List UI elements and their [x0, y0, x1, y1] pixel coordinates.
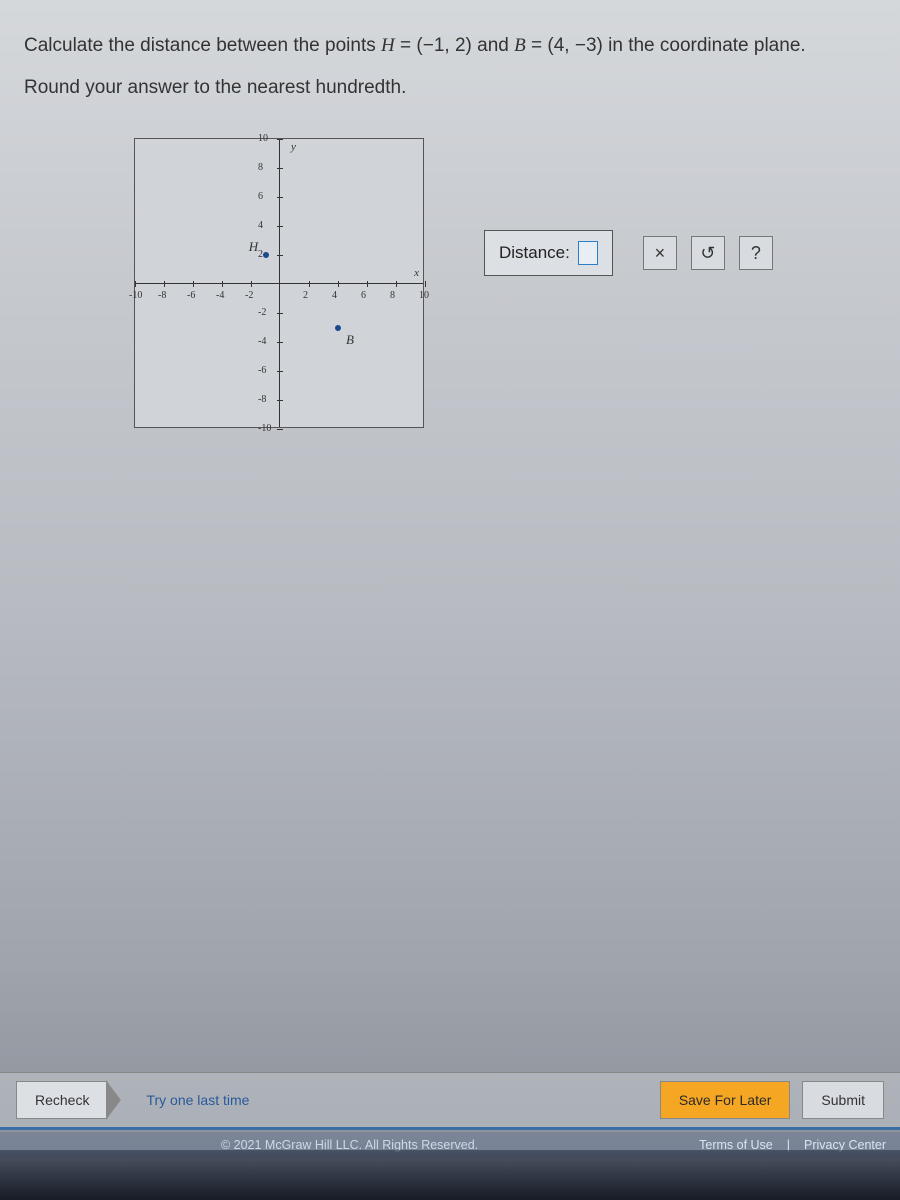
- q-text-mid: and: [477, 35, 514, 56]
- plot-point: [263, 252, 269, 258]
- y-tick-label: -10: [258, 423, 271, 434]
- x-tick-label: 4: [332, 290, 337, 301]
- submit-label: Submit: [821, 1092, 865, 1108]
- x-icon: ×: [655, 243, 666, 264]
- plot-point-label: B: [346, 332, 354, 348]
- recheck-label: Recheck: [35, 1092, 89, 1108]
- y-axis-label: y: [291, 141, 296, 153]
- reset-button[interactable]: ↺: [691, 236, 725, 270]
- recheck-button[interactable]: Recheck: [16, 1081, 108, 1119]
- x-tick-label: 8: [390, 290, 395, 301]
- y-tick-label: -6: [258, 365, 266, 376]
- var-b: B: [514, 35, 526, 56]
- x-tick-label: -8: [158, 290, 166, 301]
- x-tick-label: -4: [216, 290, 224, 301]
- chevron-right-icon: [107, 1081, 121, 1119]
- q-text-post: in the coordinate plane.: [608, 35, 806, 56]
- x-tick-label: 6: [361, 290, 366, 301]
- y-tick-label: 6: [258, 191, 263, 202]
- distance-input[interactable]: [578, 241, 598, 265]
- y-tick-label: -8: [258, 394, 266, 405]
- distance-answer-box: Distance:: [484, 230, 613, 276]
- save-label: Save For Later: [679, 1092, 772, 1108]
- plot-point-label: H: [249, 239, 258, 255]
- x-tick-label: 2: [303, 290, 308, 301]
- y-tick-label: 4: [258, 220, 263, 231]
- x-tick-label: 10: [419, 290, 429, 301]
- x-axis-label: x: [414, 267, 419, 279]
- tool-buttons: × ↺ ?: [643, 236, 773, 270]
- distance-label: Distance:: [499, 243, 570, 263]
- var-h: H: [381, 35, 395, 56]
- reset-icon: ↺: [700, 243, 715, 264]
- y-tick-label: 10: [258, 133, 268, 144]
- help-icon: ?: [751, 243, 761, 264]
- coords-b: = (4, −3): [531, 35, 603, 56]
- desk-reflection: [0, 1150, 900, 1200]
- try-again-link[interactable]: Try one last time: [146, 1092, 249, 1108]
- x-tick-label: -10: [129, 290, 142, 301]
- bottom-toolbar: Recheck Try one last time Save For Later…: [0, 1072, 900, 1130]
- q-text: Calculate the distance between the point…: [24, 35, 381, 56]
- question-line-1: Calculate the distance between the point…: [24, 28, 876, 64]
- coords-h: = (−1, 2): [400, 35, 472, 56]
- help-button[interactable]: ?: [739, 236, 773, 270]
- plot-point: [335, 325, 341, 331]
- question-text: Calculate the distance between the point…: [0, 0, 900, 118]
- x-tick-label: -2: [245, 290, 253, 301]
- y-axis: [279, 139, 280, 427]
- y-tick-label: -4: [258, 336, 266, 347]
- y-tick-label: 8: [258, 162, 263, 173]
- submit-button[interactable]: Submit: [802, 1081, 884, 1119]
- save-for-later-button[interactable]: Save For Later: [660, 1081, 791, 1119]
- coordinate-graph: x y -10-8-6-4-2246810-10-8-6-4-2246810 H…: [134, 138, 424, 428]
- x-tick-label: -6: [187, 290, 195, 301]
- y-tick-label: -2: [258, 307, 266, 318]
- clear-button[interactable]: ×: [643, 236, 677, 270]
- question-line-2: Round your answer to the nearest hundred…: [24, 70, 876, 106]
